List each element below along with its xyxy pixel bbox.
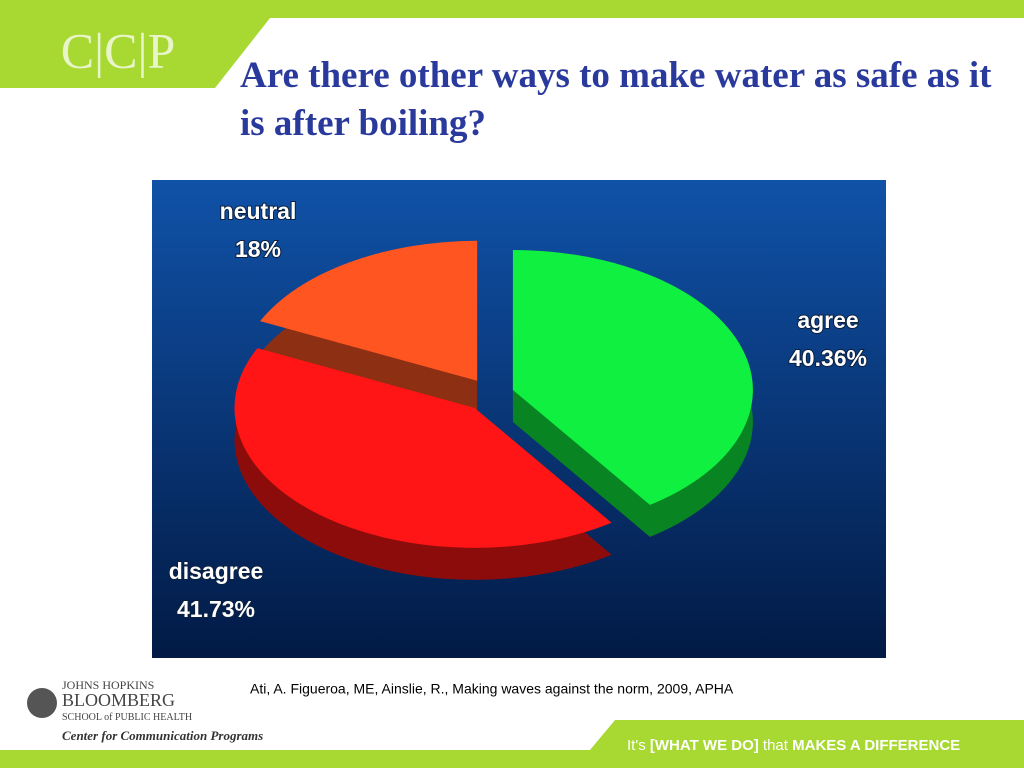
logo: C|C|P (61, 22, 176, 78)
school-line: BLOOMBERG (62, 690, 175, 710)
bottom-bar (0, 720, 1024, 768)
slice (260, 240, 478, 381)
slice-value: 18% (235, 236, 281, 262)
slice-value: 40.36% (789, 345, 867, 371)
slice (234, 348, 612, 548)
school-seal (27, 688, 57, 718)
tagline: It's [WHAT WE DO] that MAKES A DIFFERENC… (627, 737, 960, 754)
slice (512, 249, 753, 505)
school-line: SCHOOL of PUBLIC HEALTH (62, 712, 192, 723)
center-name: Center for Communication Programs (62, 728, 263, 743)
top-bar (0, 0, 1024, 18)
slide-title: Are there other ways to make water as sa… (240, 55, 992, 144)
slice-label: disagree (169, 558, 264, 584)
citation: Ati, A. Figueroa, ME, Ainslie, R., Makin… (250, 681, 734, 697)
logo-band (0, 18, 270, 88)
tagline-part: MAKES A DIFFERENCE (792, 737, 960, 754)
school-line: JOHNS HOPKINS (62, 678, 154, 692)
tagline-part: [WHAT WE DO] (650, 737, 759, 754)
tagline-part: that (763, 737, 789, 754)
slice-value: 41.73% (177, 596, 255, 622)
tagline-part: It's (627, 737, 646, 754)
slice-label: agree (797, 307, 858, 333)
slice-label: neutral (220, 198, 297, 224)
